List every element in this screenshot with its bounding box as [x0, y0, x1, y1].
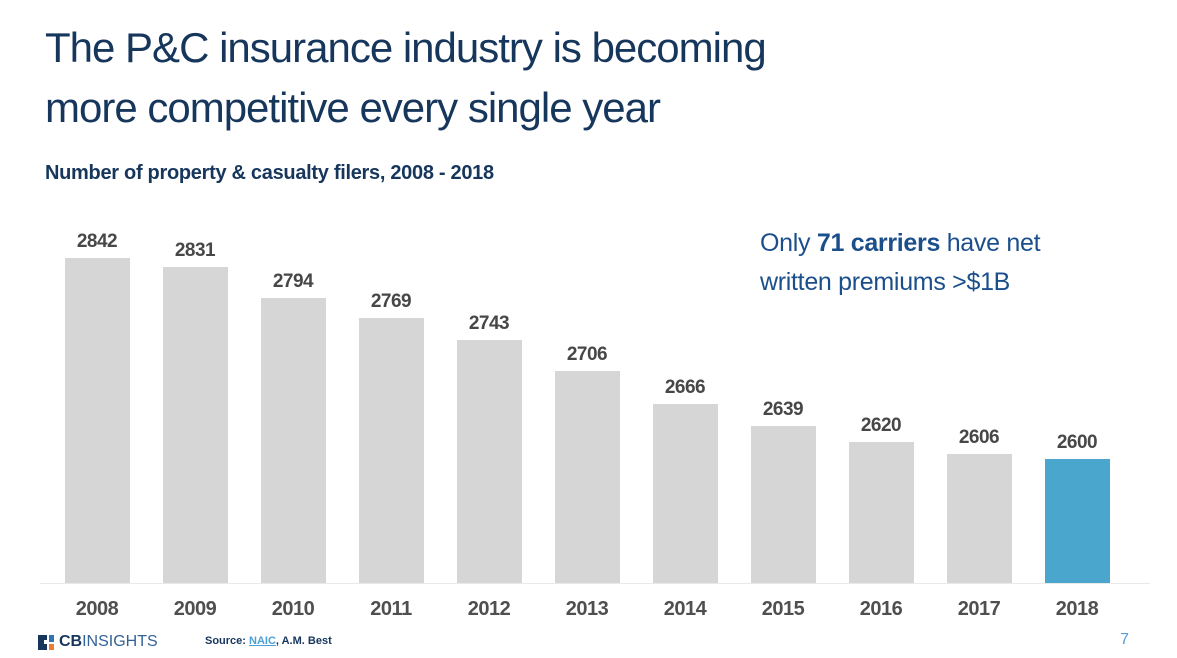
cbinsights-wordmark: CBINSIGHTS — [59, 633, 158, 651]
cbinsights-logo-icon — [38, 634, 54, 650]
x-axis-label-2010: 2010 — [271, 598, 315, 620]
bar-2012 — [456, 340, 522, 583]
source-link-naic[interactable]: NAIC — [249, 635, 276, 647]
x-axis-label-2012: 2012 — [467, 598, 511, 620]
bar-2017 — [946, 454, 1012, 583]
bar-value-label-2018: 2600 — [1056, 432, 1098, 453]
bar-column-2009: 2831 — [146, 240, 244, 583]
logo-orange-square — [49, 643, 54, 650]
bar-value-label-2014: 2666 — [664, 377, 706, 398]
x-axis-label-2018: 2018 — [1055, 598, 1099, 620]
bar-value-label-2017: 2606 — [958, 427, 1000, 448]
bar-2011 — [358, 318, 424, 583]
chart-subtitle: Number of property & casualty filers, 20… — [45, 162, 494, 184]
x-axis-label-2009: 2009 — [173, 598, 217, 620]
bar-value-label-2010: 2794 — [272, 271, 314, 292]
bar-value-label-2009: 2831 — [174, 240, 216, 261]
x-axis-label-2017: 2017 — [957, 598, 1001, 620]
annotation-suffix: have net written premiums >$1B — [760, 229, 1041, 296]
bar-2008 — [64, 258, 130, 583]
x-axis-label-2015: 2015 — [761, 598, 805, 620]
bar-2014 — [652, 404, 718, 583]
source-label: Source: — [205, 635, 250, 647]
bar-column-2013: 2706 — [538, 344, 636, 583]
bar-2015 — [750, 426, 816, 583]
bar-2016 — [848, 442, 914, 583]
bar-value-label-2013: 2706 — [566, 344, 608, 365]
x-axis-label-2008: 2008 — [75, 598, 119, 620]
bar-value-label-2012: 2743 — [468, 313, 510, 334]
source-citation: Source: NAIC, A.M. Best — [205, 635, 332, 647]
source-rest: , A.M. Best — [275, 635, 332, 647]
page-number: 7 — [1120, 631, 1129, 648]
annotation-highlight: 71 carriers — [816, 229, 941, 257]
bar-2010 — [260, 298, 326, 583]
bar-column-2015: 2639 — [734, 399, 832, 583]
bar-chart: 2842 2831 2794 2769 2743 2706 2666 2639 2620 2606… — [40, 217, 1150, 621]
bar-column-2012: 2743 — [440, 313, 538, 583]
bar-column-2014: 2666 — [636, 377, 734, 583]
page-title-line2: more competitive every single year — [45, 84, 661, 131]
logo-blue-square — [49, 634, 54, 642]
bar-2009 — [162, 267, 228, 583]
bar-column-2008: 2842 — [48, 231, 146, 583]
annotation-prefix: Only — [760, 229, 817, 257]
bar-column-2011: 2769 — [342, 291, 440, 583]
bar-chart-plot-area: 2842 2831 2794 2769 2743 2706 2666 2639 2620 2606… — [48, 217, 1126, 583]
bar-2013 — [554, 371, 620, 583]
bar-value-label-2008: 2842 — [76, 231, 118, 252]
brand-cb: CB — [59, 633, 83, 650]
x-axis-label-2011: 2011 — [370, 598, 412, 620]
bar-value-label-2011: 2769 — [370, 291, 412, 312]
x-axis-baseline — [40, 583, 1150, 584]
x-axis-label-2016: 2016 — [859, 598, 903, 620]
bar-value-label-2015: 2639 — [762, 399, 804, 420]
bar-column-2016: 2620 — [832, 415, 930, 583]
bar-column-2017: 2606 — [930, 427, 1028, 583]
bar-column-2010: 2794 — [244, 271, 342, 583]
x-axis-label-2013: 2013 — [565, 598, 609, 620]
slide-footer: CBINSIGHTS Source: NAIC, A.M. Best 7 — [0, 624, 1177, 658]
bar-value-label-2016: 2620 — [860, 415, 902, 436]
page-title: The P&C insurance industry is becoming mo… — [45, 18, 767, 138]
cbinsights-brand: CBINSIGHTS — [38, 633, 158, 651]
page-title-line1: The P&C insurance industry is becoming — [45, 24, 767, 71]
bar-2018 — [1044, 459, 1110, 583]
logo-c-block — [38, 634, 47, 650]
x-axis: 2008 2009 2010 2011 2012 2013 2014 2015 2016 2017… — [48, 598, 1126, 621]
brand-insights: INSIGHTS — [82, 633, 158, 650]
annotation-callout: Only 71 carriers have net written premiu… — [760, 224, 1096, 302]
x-axis-label-2014: 2014 — [663, 598, 707, 620]
bar-column-2018: 2600 — [1028, 432, 1126, 583]
